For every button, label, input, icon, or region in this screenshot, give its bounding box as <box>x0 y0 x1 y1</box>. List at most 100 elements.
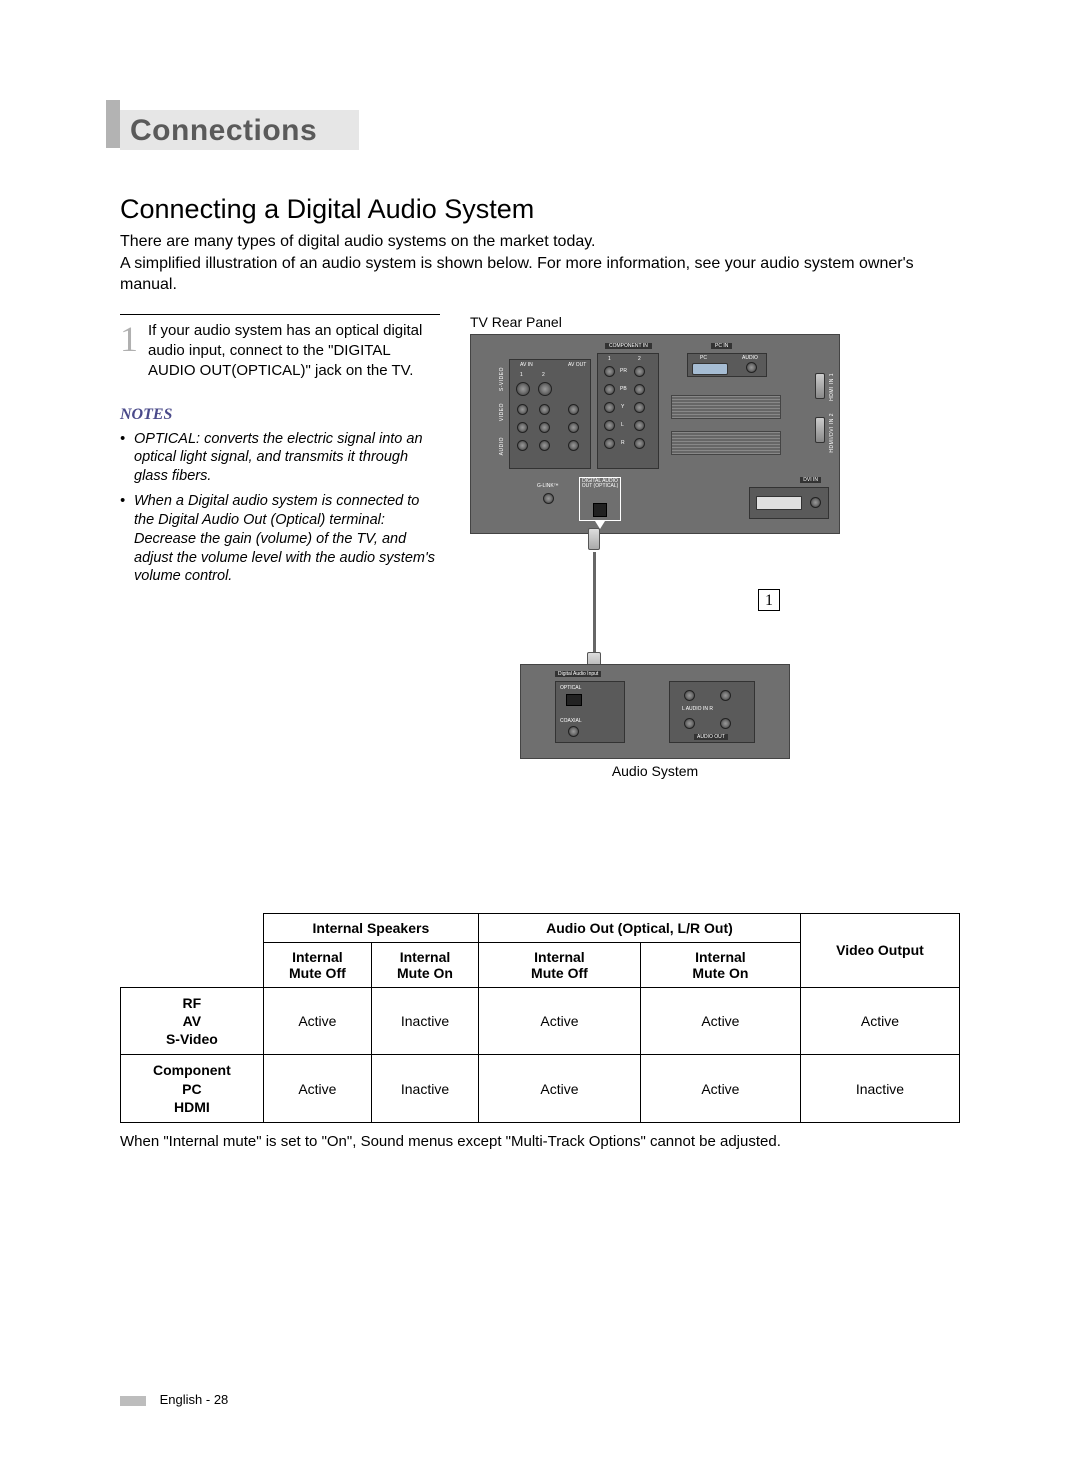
av-block: AV IN AV OUT 1 2 <box>509 359 591 469</box>
table-row: Component PC HDMI Active Inactive Active… <box>121 1055 960 1123</box>
th-mute-off: InternalMute Off <box>478 942 640 987</box>
row-label: RF AV S-Video <box>121 987 264 1055</box>
rca-jack-icon <box>539 404 550 415</box>
label-2: 2 <box>638 356 641 362</box>
row-label: Component PC HDMI <box>121 1055 264 1123</box>
label-dvi-in: DVI IN <box>800 477 821 483</box>
rca-jack-icon <box>634 402 645 413</box>
notes-list: OPTICAL: converts the electric signal in… <box>120 430 440 587</box>
th-video-output: Video Output <box>800 913 959 987</box>
th-mute-off-text: InternalMute Off <box>289 949 346 981</box>
label-optical: OPTICAL <box>560 685 581 691</box>
intro-text: There are many types of digital audio sy… <box>120 231 960 296</box>
svideo-jack-icon <box>538 382 552 396</box>
label-1: 1 <box>608 356 611 362</box>
rca-jack-icon <box>568 404 579 415</box>
label-y: Y <box>621 404 624 410</box>
label-digital-audio-out: DIGITAL AUDIO OUT (OPTICAL) <box>581 479 619 490</box>
tv-panel-caption: TV Rear Panel <box>470 314 960 330</box>
label-av-out: AV OUT <box>568 362 586 368</box>
left-column: 1 If your audio system has an optical di… <box>120 314 440 783</box>
label-r: R <box>621 440 625 446</box>
audio-jack-icon <box>746 362 757 373</box>
label-av-in: AV IN <box>520 362 533 368</box>
th-mute-on-text: InternalMute On <box>397 949 453 981</box>
rca-jack-icon <box>720 718 731 729</box>
rca-jack-icon <box>604 402 615 413</box>
label-svideo: S-VIDEO <box>499 367 505 391</box>
label-component-in: COMPONENT IN <box>605 343 652 349</box>
footer-bar-icon <box>120 1396 146 1406</box>
label-l-audio-r: L AUDIO IN R <box>682 706 713 712</box>
label-hdmi2: HDMI/DVI IN 2 <box>829 413 835 453</box>
label-audio: AUDIO <box>499 437 505 455</box>
label-digital-audio-input: Digital Audio Input <box>555 671 601 677</box>
label-pc-in: PC IN <box>711 343 732 349</box>
rca-jack-icon <box>539 422 550 433</box>
label-1: 1 <box>520 372 523 378</box>
audio-io-block: L AUDIO IN R AUDIO OUT <box>669 681 755 743</box>
component-block: 1 2 PR PB Y L R <box>597 353 659 469</box>
label-pc: PC <box>700 355 707 361</box>
step-text: If your audio system has an optical digi… <box>148 321 440 382</box>
vent-icon <box>671 431 781 455</box>
table-row: RF AV S-Video Active Inactive Active Act… <box>121 987 960 1055</box>
right-column: TV Rear Panel AV IN AV OUT 1 2 <box>470 314 960 783</box>
table-note: When "Internal mute" is set to "On", Sou… <box>120 1133 960 1150</box>
optical-plug-icon <box>588 528 600 550</box>
label-video: VIDEO <box>499 403 505 421</box>
rca-jack-icon <box>684 718 695 729</box>
tv-rear-panel-diagram: AV IN AV OUT 1 2 S-VIDEO VIDEO AUDIO C <box>470 334 840 534</box>
label-pb: PB <box>620 386 627 392</box>
glink-jack-icon <box>543 493 554 504</box>
step-1: 1 If your audio system has an optical di… <box>120 314 440 382</box>
callout-number: 1 <box>758 589 780 611</box>
rca-jack-icon <box>604 384 615 395</box>
rca-jack-icon <box>568 440 579 451</box>
label-hdmi1: HDMI IN 1 <box>829 373 835 401</box>
intro-line-1: There are many types of digital audio sy… <box>120 231 960 253</box>
section-tab: Connections <box>120 110 960 150</box>
label-glink: G-LINK™ <box>537 483 559 489</box>
rca-jack-icon <box>604 438 615 449</box>
label-2: 2 <box>542 372 545 378</box>
rca-jack-icon <box>684 690 695 701</box>
cell: Active <box>263 987 371 1055</box>
cell: Active <box>478 987 640 1055</box>
label-audio-out: AUDIO OUT <box>694 734 728 740</box>
intro-line-2: A simplified illustration of an audio sy… <box>120 253 960 296</box>
rca-jack-icon <box>568 422 579 433</box>
cell: Inactive <box>800 1055 959 1123</box>
cell: Inactive <box>372 987 479 1055</box>
vent-icon <box>671 395 781 419</box>
note-item: OPTICAL: converts the electric signal in… <box>120 430 440 487</box>
section-tab-bg: Connections <box>120 110 359 150</box>
th-mute-off-text: InternalMute Off <box>531 949 588 981</box>
rca-jack-icon <box>604 366 615 377</box>
audio-system-diagram: Digital Audio Input OPTICAL COAXIAL L AU… <box>520 664 790 759</box>
rca-jack-icon <box>517 440 528 451</box>
optical-port-icon <box>593 503 607 517</box>
label-coaxial: COAXIAL <box>560 718 582 724</box>
th-mute-on: InternalMute On <box>640 942 800 987</box>
th-internal-speakers: Internal Speakers <box>263 913 478 942</box>
rca-jack-icon <box>810 497 821 508</box>
rca-jack-icon <box>539 440 550 451</box>
svideo-jack-icon <box>516 382 530 396</box>
step-number: 1 <box>120 321 138 382</box>
cell: Inactive <box>372 1055 479 1123</box>
rca-jack-icon <box>517 422 528 433</box>
coaxial-jack-icon <box>568 726 579 737</box>
rca-jack-icon <box>634 438 645 449</box>
output-table: Internal Speakers Audio Out (Optical, L/… <box>120 913 960 1123</box>
hdmi-port-icon <box>815 373 825 399</box>
rca-jack-icon <box>634 366 645 377</box>
label-audio: AUDIO <box>742 355 758 361</box>
audio-system-caption: Audio System <box>470 763 840 779</box>
th-mute-on: InternalMute On <box>372 942 479 987</box>
th-mute-on-text: InternalMute On <box>692 949 748 981</box>
page-heading: Connecting a Digital Audio System <box>120 194 960 225</box>
dvi-port-icon <box>756 496 802 510</box>
cell: Active <box>800 987 959 1055</box>
optical-cable-diagram: 1 <box>470 534 840 664</box>
